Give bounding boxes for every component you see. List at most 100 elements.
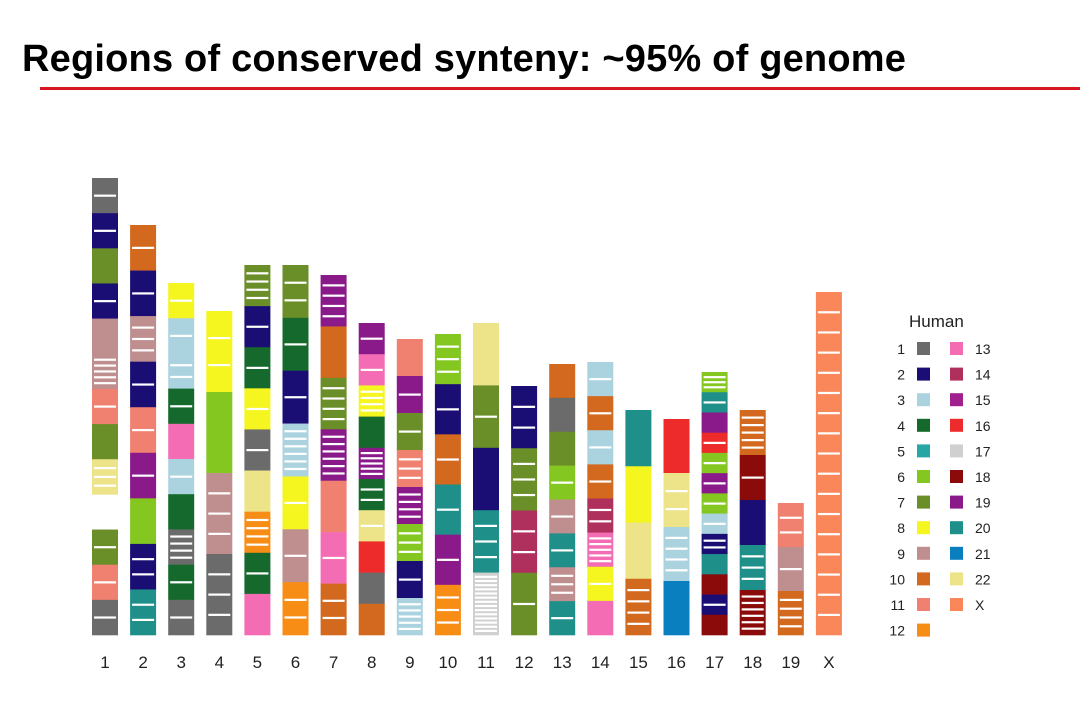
legend-item: 13: [950, 341, 991, 357]
band-stripe: [284, 554, 307, 557]
band-stripe: [94, 510, 116, 514]
band-stripe: [589, 378, 612, 381]
chromosome-12: [511, 386, 538, 636]
band-stripe: [360, 462, 383, 465]
band-stripe: [94, 364, 116, 367]
band-stripe: [132, 349, 155, 352]
band-stripe: [284, 445, 307, 448]
legend-label: 18: [975, 469, 991, 485]
band-stripe: [360, 409, 383, 412]
band-stripe: [817, 492, 840, 495]
synteny-block: [473, 447, 499, 511]
band-stripe: [132, 337, 155, 341]
legend-swatch: [917, 623, 930, 637]
synteny-block: [130, 543, 157, 590]
synteny-block: [168, 494, 195, 530]
band-stripe: [246, 280, 269, 283]
band-stripe: [703, 376, 726, 379]
band-stripe: [132, 474, 155, 477]
band-stripe: [322, 387, 345, 390]
band-stripe: [170, 542, 193, 545]
page-title: Regions of conserved synteny: ~95% of ge…: [22, 38, 907, 80]
band-stripe: [436, 458, 459, 461]
chromosome-label: X: [823, 653, 834, 672]
legend: Human 1234567891011121314151617181920212…: [889, 312, 990, 639]
chromosome-2: [130, 225, 157, 636]
band-stripe: [513, 462, 536, 466]
band-stripe: [94, 546, 116, 549]
band-stripe: [132, 603, 155, 606]
band-stripe: [589, 537, 612, 540]
band-stripe: [246, 543, 269, 546]
chromosome-x: [815, 292, 842, 636]
band-stripe: [284, 343, 307, 346]
chromosome-label: 10: [438, 653, 457, 672]
legend-swatch: [950, 367, 963, 381]
legend-swatch: [950, 546, 963, 560]
band-stripe: [246, 272, 269, 275]
legend-label: 14: [975, 367, 991, 383]
legend-label: 8: [897, 520, 905, 536]
band-stripe: [398, 541, 421, 544]
band-stripe: [436, 408, 459, 411]
band-stripe: [436, 345, 459, 348]
band-stripe: [817, 311, 840, 314]
band-stripe: [475, 629, 497, 633]
band-stripe: [741, 595, 764, 598]
synteny-block: [320, 326, 347, 379]
legend-item: 16: [950, 418, 991, 434]
band-stripe: [94, 229, 116, 232]
synteny-block: [282, 423, 309, 477]
band-stripe: [589, 520, 612, 523]
legend-swatch: [950, 342, 963, 355]
synteny-block: [701, 554, 728, 575]
band-stripe: [398, 430, 421, 433]
band-stripe: [589, 554, 612, 557]
band-stripe: [703, 462, 726, 465]
band-stripe: [779, 607, 802, 610]
band-stripe: [475, 600, 497, 603]
band-stripe: [398, 609, 421, 612]
legend-swatch: [950, 572, 963, 586]
band-stripe: [475, 625, 497, 628]
legend-swatch: [917, 470, 930, 483]
band-stripe: [246, 366, 269, 369]
synteny-block: [625, 522, 652, 580]
legend-item: 6: [897, 469, 930, 485]
chromosome-3: [168, 283, 195, 636]
legend-swatch: [917, 367, 930, 381]
band-stripe: [94, 475, 116, 479]
legend-swatch: [950, 598, 963, 611]
band-stripe: [398, 508, 421, 511]
band-stripe: [589, 480, 612, 483]
band-stripe: [398, 615, 421, 618]
legend-title: Human: [909, 312, 964, 331]
band-stripe: [170, 556, 193, 559]
band-stripe: [360, 472, 383, 475]
band-stripe: [246, 449, 269, 452]
synteny-block: [320, 275, 347, 327]
band-stripe: [513, 551, 536, 554]
legend-swatch: [917, 393, 930, 407]
band-stripe: [322, 472, 345, 475]
chromosome-19: [777, 503, 804, 636]
synteny-block: [130, 589, 157, 636]
band-stripe: [208, 492, 231, 495]
band-stripe: [779, 568, 802, 571]
synteny-block: [168, 353, 195, 389]
band-stripe: [817, 331, 840, 334]
band-stripe: [398, 500, 421, 503]
band-stripe: [436, 608, 459, 612]
band-stripe: [703, 539, 726, 542]
band-stripe: [741, 601, 764, 605]
chromosome-label: 19: [781, 653, 800, 672]
band-stripe: [284, 501, 307, 505]
legend-swatch: [950, 521, 963, 535]
band-stripe: [551, 574, 574, 577]
legend-label: 19: [975, 495, 991, 511]
synteny-block: [168, 529, 195, 565]
band-stripe: [665, 536, 688, 539]
band-stripe: [322, 556, 345, 560]
band-stripe: [208, 364, 231, 367]
band-stripe: [360, 498, 383, 501]
